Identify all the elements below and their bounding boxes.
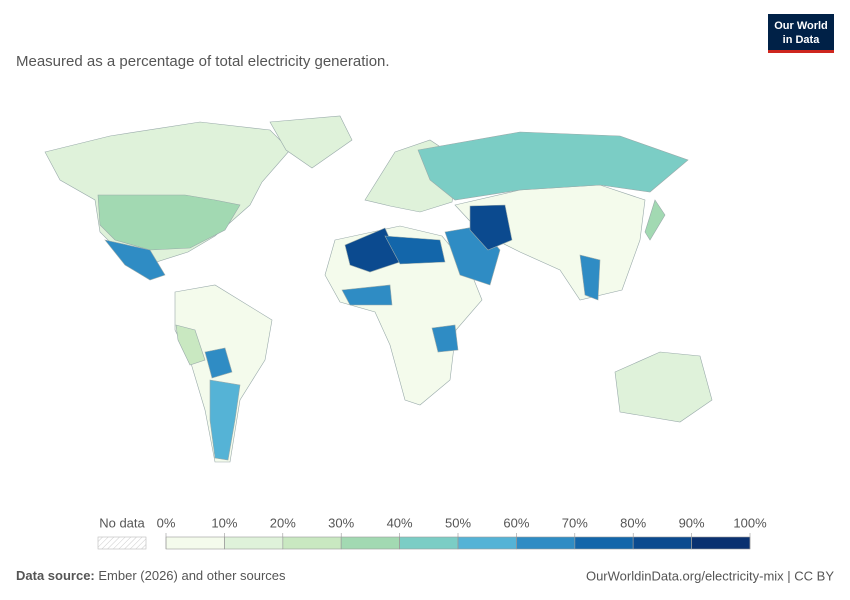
source-label: Data source: <box>16 568 95 583</box>
bolivia <box>204 347 233 379</box>
greenland <box>269 115 353 169</box>
logo-text: in Data <box>783 34 821 46</box>
legend-tick-label: 100% <box>733 515 767 530</box>
africa <box>324 225 483 406</box>
legend-bin <box>165 536 225 550</box>
logo: Our World in Data <box>768 14 834 53</box>
argentina <box>209 379 241 461</box>
no-data-label: No data <box>99 515 145 530</box>
legend-bin <box>574 536 634 550</box>
legend-tick-label: 50% <box>445 515 471 530</box>
southeast-asia <box>579 254 601 301</box>
legend-tick-label: 10% <box>211 515 237 530</box>
legend-tick-label: 60% <box>503 515 529 530</box>
legend-bin <box>340 536 400 550</box>
japan <box>644 199 666 241</box>
peru <box>175 324 206 366</box>
russia <box>417 131 689 201</box>
subtitle: Measured as a percentage of total electr… <box>16 53 390 70</box>
logo-box <box>768 14 834 50</box>
legend-bin <box>632 536 692 550</box>
legend-tick-label: 0% <box>157 515 176 530</box>
logo-bar <box>768 50 834 53</box>
legend-bin <box>399 536 459 550</box>
world-map <box>44 115 713 463</box>
source-text: Ember (2026) and other sources <box>98 568 286 583</box>
australia <box>614 351 713 423</box>
legend-tick-label: 20% <box>270 515 296 530</box>
legend-tick-label: 30% <box>328 515 354 530</box>
west-africa <box>341 284 393 306</box>
legend-bin <box>691 536 751 550</box>
iran <box>469 204 513 251</box>
url: OurWorldinData.org/electricity-mix | CC … <box>586 568 834 583</box>
legend-tick-label: 90% <box>679 515 705 530</box>
legend-bin <box>516 536 576 550</box>
no-data-swatch <box>97 536 147 550</box>
north-africa <box>344 227 401 273</box>
legend-bin <box>457 536 517 550</box>
legend-bin <box>224 536 284 550</box>
source: Data source: Ember (2026) and other sour… <box>16 568 286 583</box>
legend-bin <box>282 536 342 550</box>
legend-tick-label: 80% <box>620 515 646 530</box>
legend-tick-label: 70% <box>562 515 588 530</box>
legend-tick-label: 40% <box>387 515 413 530</box>
united-states <box>97 194 241 251</box>
mexico <box>104 239 166 281</box>
libya-egypt <box>384 235 446 265</box>
tanzania <box>431 324 459 353</box>
logo-text: Our World <box>774 20 828 32</box>
legend: 0% 10% 20% 30% 40% 50% 60% 70% 80% 90% 100% <box>157 515 767 550</box>
